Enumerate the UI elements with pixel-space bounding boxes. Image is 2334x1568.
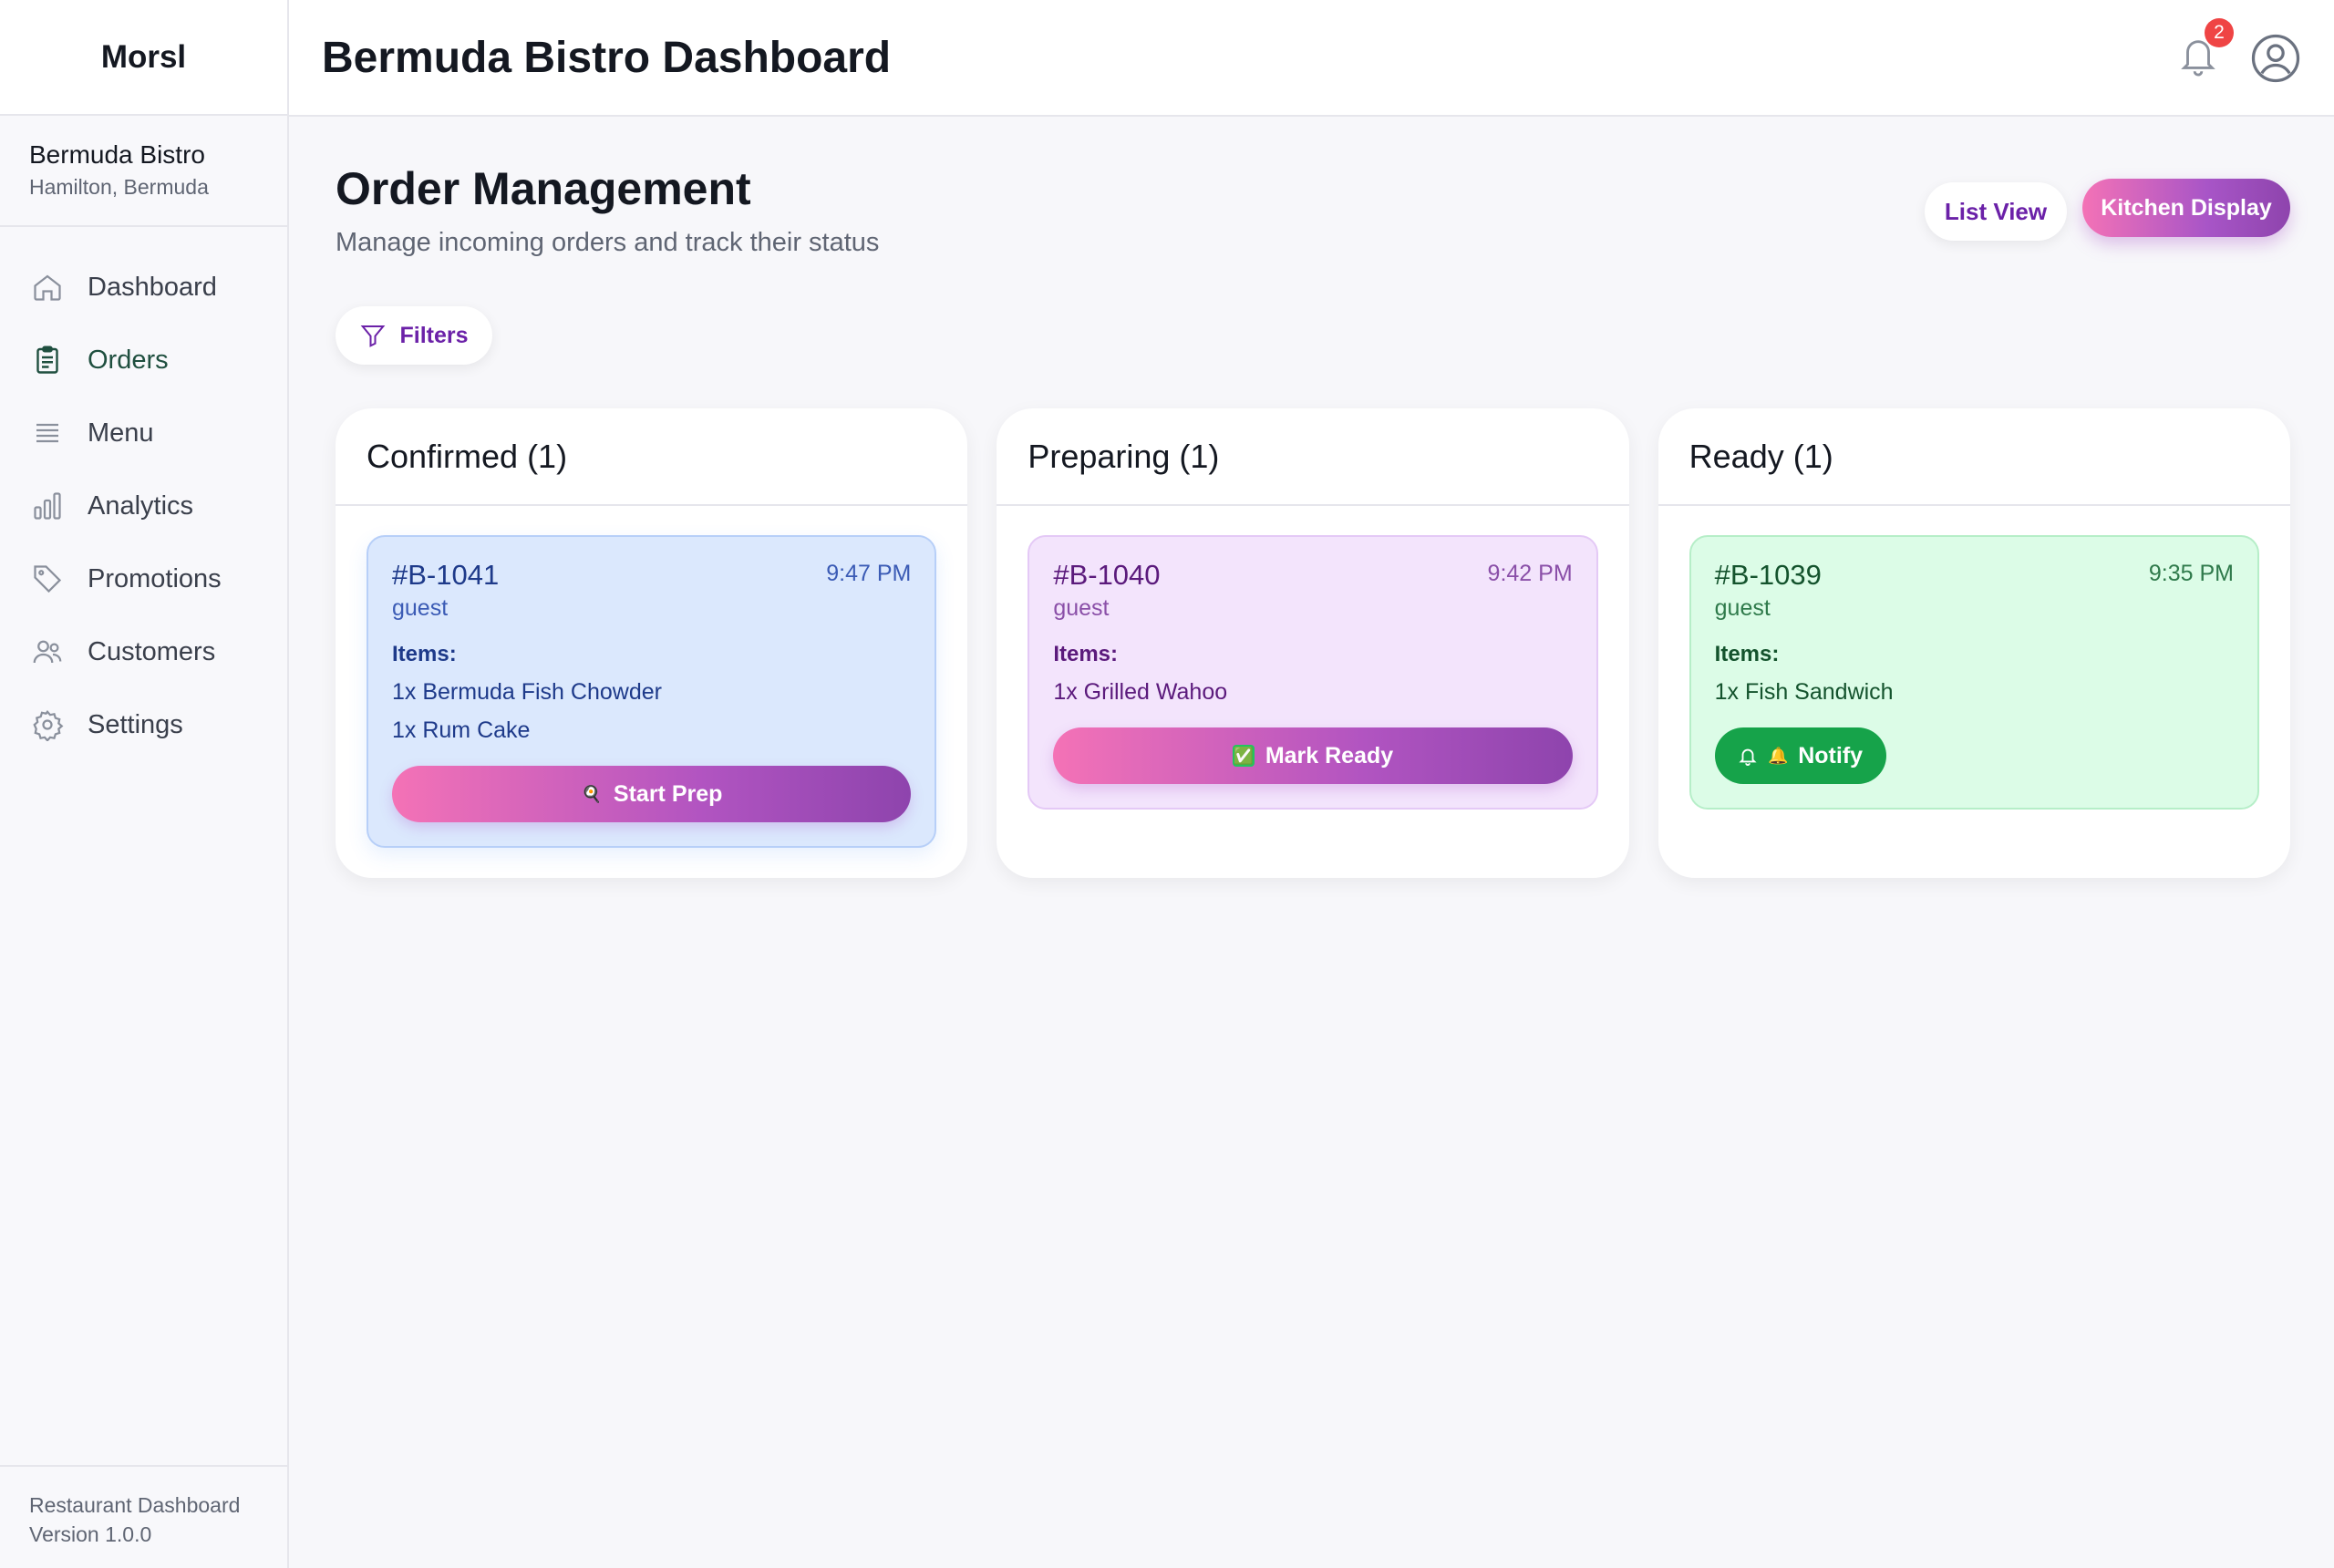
footer-app-name: Restaurant Dashboard (29, 1493, 241, 1517)
mark-ready-button[interactable]: ✅ Mark Ready (1053, 727, 1573, 784)
column-confirmed: Confirmed (1) #B-1041 9:47 PM guest Item… (336, 408, 968, 878)
filter-icon (361, 325, 386, 347)
order-id: #B-1039 (1714, 559, 1822, 591)
tag-icon (29, 561, 66, 597)
sidebar-item-dashboard[interactable]: Dashboard (0, 251, 287, 324)
sidebar-item-label: Orders (88, 345, 169, 375)
sidebar-item-label: Settings (88, 709, 183, 739)
sidebar-item-label: Analytics (88, 490, 194, 521)
order-item: 1x Fish Sandwich (1714, 679, 1894, 705)
notifications-button[interactable]: 2 (2177, 18, 2234, 78)
sidebar-item-analytics[interactable]: Analytics (0, 469, 287, 542)
users-icon (29, 634, 66, 670)
start-prep-label: Start Prep (613, 780, 723, 807)
order-customer: guest (1714, 595, 1771, 621)
order-id: #B-1041 (392, 559, 500, 591)
page-title: Order Management (336, 163, 751, 214)
column-title: Preparing (1) (997, 408, 1629, 506)
notify-button[interactable]: 🔔 Notify (1714, 727, 1886, 784)
sidebar-item-label: Dashboard (88, 272, 217, 302)
page-subtitle: Manage incoming orders and track their s… (336, 228, 880, 257)
order-item: 1x Bermuda Fish Chowder (392, 679, 662, 705)
kitchen-display-button[interactable]: Kitchen Display (2082, 179, 2290, 237)
sidebar-item-label: Customers (88, 636, 216, 666)
order-customer: guest (392, 595, 449, 621)
order-customer: guest (1053, 595, 1110, 621)
order-board: Confirmed (1) #B-1041 9:47 PM guest Item… (336, 408, 2290, 878)
top-bar: Bermuda Bistro Dashboard 2 (289, 0, 2334, 117)
bar-chart-icon (29, 488, 66, 524)
restaurant-location: Hamilton, Bermuda (29, 175, 209, 199)
order-item: 1x Rum Cake (392, 717, 531, 743)
main-content: Order Management Manage incoming orders … (289, 117, 2334, 1568)
sidebar-nav: Dashboard Orders Menu Analytics Promotio… (0, 227, 287, 761)
items-label: Items: (392, 642, 457, 666)
order-item: 1x Grilled Wahoo (1053, 679, 1228, 705)
sidebar-item-label: Promotions (88, 563, 222, 593)
notify-label: Notify (1798, 742, 1864, 769)
list-view-button[interactable]: List View (1925, 182, 2067, 241)
column-title: Ready (1) (1658, 408, 2290, 506)
home-icon (29, 269, 66, 305)
items-label: Items: (1053, 642, 1119, 666)
brand-logo[interactable]: Morsl (0, 0, 287, 116)
clipboard-icon (29, 342, 66, 378)
filters-button[interactable]: Filters (336, 306, 492, 365)
items-label: Items: (1714, 642, 1780, 666)
notification-badge: 2 (2205, 18, 2234, 47)
user-avatar-button[interactable] (2250, 33, 2301, 84)
sidebar-item-label: Menu (88, 418, 154, 448)
bell-icon (2181, 40, 2215, 77)
dashboard-title: Bermuda Bistro Dashboard (322, 33, 892, 82)
restaurant-info: Bermuda Bistro Hamilton, Bermuda (0, 116, 287, 227)
sidebar-item-menu[interactable]: Menu (0, 397, 287, 469)
mark-ready-label: Mark Ready (1265, 742, 1394, 769)
sidebar: Morsl Bermuda Bistro Hamilton, Bermuda D… (0, 0, 289, 1568)
sidebar-item-settings[interactable]: Settings (0, 688, 287, 761)
restaurant-name: Bermuda Bistro (29, 140, 205, 169)
order-time: 9:35 PM (2148, 561, 2234, 586)
start-prep-button[interactable]: 🍳 Start Prep (392, 766, 912, 822)
sidebar-footer: Restaurant Dashboard Version 1.0.0 (0, 1465, 287, 1568)
sidebar-item-customers[interactable]: Customers (0, 615, 287, 688)
frying-pan-icon: 🍳 (581, 784, 603, 803)
user-avatar-icon (2251, 34, 2300, 83)
sidebar-item-promotions[interactable]: Promotions (0, 542, 287, 615)
gear-icon (29, 707, 66, 743)
bell-emoji-icon: 🔔 (1768, 746, 1789, 765)
column-ready: Ready (1) #B-1039 9:35 PM guest Items: 1… (1658, 408, 2290, 878)
order-card[interactable]: #B-1040 9:42 PM guest Items: 1x Grilled … (1028, 535, 1598, 810)
column-title: Confirmed (1) (336, 408, 968, 506)
column-preparing: Preparing (1) #B-1040 9:42 PM guest Item… (997, 408, 1629, 878)
footer-version: Version 1.0.0 (29, 1522, 152, 1546)
check-icon: ✅ (1232, 745, 1255, 767)
menu-lines-icon (29, 415, 66, 451)
order-card[interactable]: #B-1039 9:35 PM guest Items: 1x Fish San… (1689, 535, 2259, 810)
filters-label: Filters (399, 322, 469, 348)
order-time: 9:47 PM (826, 561, 912, 586)
sidebar-item-orders[interactable]: Orders (0, 324, 287, 397)
order-id: #B-1040 (1053, 559, 1161, 591)
bell-outline-icon (1739, 748, 1757, 766)
order-time: 9:42 PM (1487, 561, 1573, 586)
order-card[interactable]: #B-1041 9:47 PM guest Items: 1x Bermuda … (367, 535, 937, 848)
